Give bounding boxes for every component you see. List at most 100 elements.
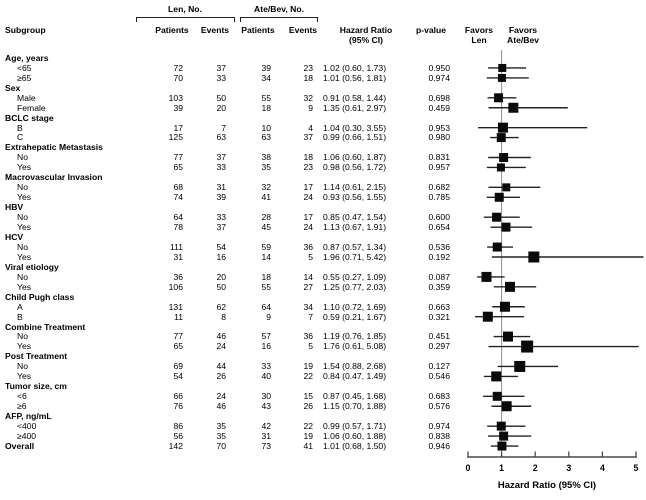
hr-ci-cell: 1.10 (0.72, 1.69): [323, 301, 387, 312]
hr-point-marker: [496, 163, 505, 172]
row-label: Yes: [17, 162, 32, 173]
len-patients-cell: 17: [173, 122, 183, 133]
atebev-events-cell: 18: [303, 72, 313, 83]
len-events-cell: 20: [216, 271, 226, 282]
pvalue-cell: 0.546: [428, 371, 450, 382]
atebev-patients-cell: 32: [261, 182, 271, 193]
len-patients-cell: 125: [168, 132, 183, 143]
hr-ci-cell: 0.99 (0.57, 1.71): [323, 421, 387, 431]
row-label: <400: [17, 421, 37, 431]
hr-column-header-line1: Hazard Ratio: [339, 25, 393, 35]
row-label: No: [17, 212, 28, 222]
atebev-patients-cell: 57: [261, 331, 271, 342]
favors-len-header-line2: Len: [471, 35, 487, 45]
atebev-patients-cell: 18: [261, 102, 271, 113]
hr-ci-cell: 1.35 (0.61, 2.97): [323, 102, 387, 113]
atebev-events-cell: 5: [308, 341, 313, 352]
len-patients-cell: 111: [169, 241, 183, 252]
hr-ci-cell: 0.91 (0.58, 1.44): [323, 92, 387, 103]
len-events-cell: 46: [216, 401, 226, 412]
atebev-events-cell: 24: [303, 192, 313, 203]
hr-ci-cell: 1.76 (0.61, 5.08): [323, 341, 387, 352]
hr-point-marker: [491, 371, 502, 382]
atebev-patients-cell: 55: [261, 92, 271, 103]
atebev-events-column-header: Events: [288, 25, 318, 35]
hr-point-marker: [481, 271, 492, 282]
atebev-events-cell: 17: [303, 212, 313, 222]
hr-ci-cell: 1.01 (0.68, 1.50): [323, 440, 387, 451]
len-events-cell: 24: [216, 391, 226, 402]
hr-ci-cell: 1.96 (0.71, 5.42): [323, 251, 387, 262]
len-events-cell: 62: [216, 301, 226, 312]
row-label: Viral etiology: [5, 261, 59, 272]
row-label: <65: [17, 62, 32, 73]
atebev-events-cell: 41: [303, 440, 313, 451]
hr-point-marker: [498, 63, 507, 72]
len-events-cell: 24: [216, 341, 226, 352]
pvalue-cell: 0.087: [428, 271, 450, 282]
pvalue-cell: 0.950: [428, 62, 450, 73]
atebev-patients-cell: 39: [261, 62, 271, 73]
len-patients-cell: 77: [173, 152, 183, 163]
row-label: Sex: [5, 82, 21, 93]
hr-point-marker: [494, 192, 504, 202]
pvalue-cell: 0.459: [428, 102, 450, 113]
pvalue-cell: 0.576: [428, 401, 450, 412]
row-label: No: [17, 182, 28, 193]
pvalue-cell: 0.654: [428, 222, 450, 232]
atebev-events-cell: 18: [303, 152, 313, 163]
len-patients-cell: 142: [168, 440, 183, 451]
atebev-patients-cell: 64: [261, 301, 271, 312]
pvalue-cell: 0.698: [428, 92, 450, 103]
len-patients-cell: 103: [168, 92, 183, 103]
len-events-cell: 70: [216, 440, 226, 451]
len-patients-cell: 78: [173, 222, 183, 232]
atebev-events-cell: 15: [303, 391, 313, 402]
atebev-events-cell: 9: [308, 102, 313, 113]
hr-point-marker: [499, 153, 509, 162]
row-label: Extrahepatic Metastasis: [5, 142, 103, 153]
favors-len-header-line1: Favors: [464, 25, 494, 35]
len-patients-cell: 77: [173, 331, 183, 342]
hr-point-marker: [521, 340, 534, 353]
atebev-patients-column-header: Patients: [241, 25, 275, 35]
hr-point-marker: [502, 183, 511, 192]
row-label: Female: [17, 102, 46, 113]
hr-point-marker: [505, 281, 515, 292]
pvalue-cell: 0.980: [428, 132, 450, 143]
len-patients-column-header: Patients: [155, 25, 189, 35]
row-label: AFP, ng/mL: [5, 411, 52, 421]
hr-ci-cell: 1.01 (0.56, 1.81): [323, 72, 387, 83]
len-events-cell: 37: [216, 222, 226, 232]
x-axis-tick-label: 3: [566, 463, 571, 473]
pvalue-cell: 0.663: [428, 301, 450, 312]
hr-ci-cell: 0.93 (0.56, 1.55): [323, 192, 387, 203]
len-patients-cell: 74: [173, 192, 183, 203]
row-label: ≥400: [17, 430, 37, 441]
atebev-events-cell: 34: [303, 301, 313, 312]
x-axis-tick-label: 0: [466, 463, 471, 473]
len-patients-cell: 69: [173, 361, 183, 372]
hr-point-marker: [492, 242, 502, 252]
atebev-group-header: Ate/Bev, No.: [254, 4, 304, 14]
atebev-patients-cell: 9: [266, 311, 271, 322]
pvalue-cell: 0.127: [428, 361, 450, 372]
len-events-cell: 39: [216, 192, 226, 203]
row-label: Male: [17, 92, 36, 103]
x-axis-tick-label: 2: [533, 463, 538, 473]
hr-point-marker: [496, 421, 506, 431]
atebev-patients-cell: 34: [261, 72, 271, 83]
row-label: Overall: [5, 440, 35, 451]
atebev-group-bracket: [240, 17, 318, 22]
pvalue-cell: 0.451: [428, 331, 450, 342]
atebev-patients-cell: 30: [261, 391, 271, 402]
len-events-cell: 33: [216, 212, 226, 222]
len-patients-cell: 72: [173, 62, 183, 73]
len-patients-cell: 70: [173, 72, 183, 83]
len-patients-cell: 11: [174, 311, 183, 322]
pvalue-cell: 0.359: [428, 281, 450, 292]
atebev-patients-cell: 42: [261, 421, 271, 431]
pvalue-cell: 0.946: [428, 440, 450, 451]
row-label: HBV: [5, 202, 24, 213]
atebev-patients-cell: 16: [261, 341, 271, 352]
